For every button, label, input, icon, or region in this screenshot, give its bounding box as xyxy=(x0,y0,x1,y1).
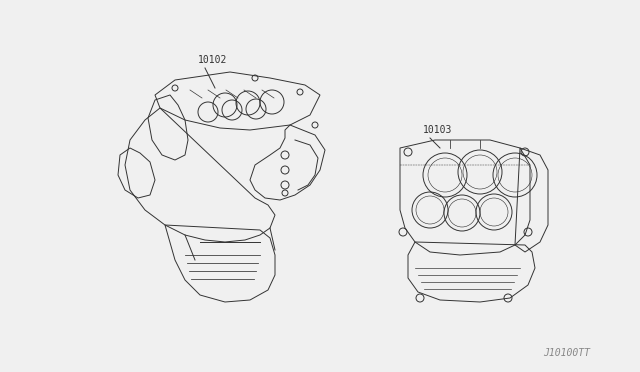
Text: 10102: 10102 xyxy=(198,55,227,65)
Text: 10103: 10103 xyxy=(423,125,452,135)
Text: J10100TT: J10100TT xyxy=(543,348,590,358)
